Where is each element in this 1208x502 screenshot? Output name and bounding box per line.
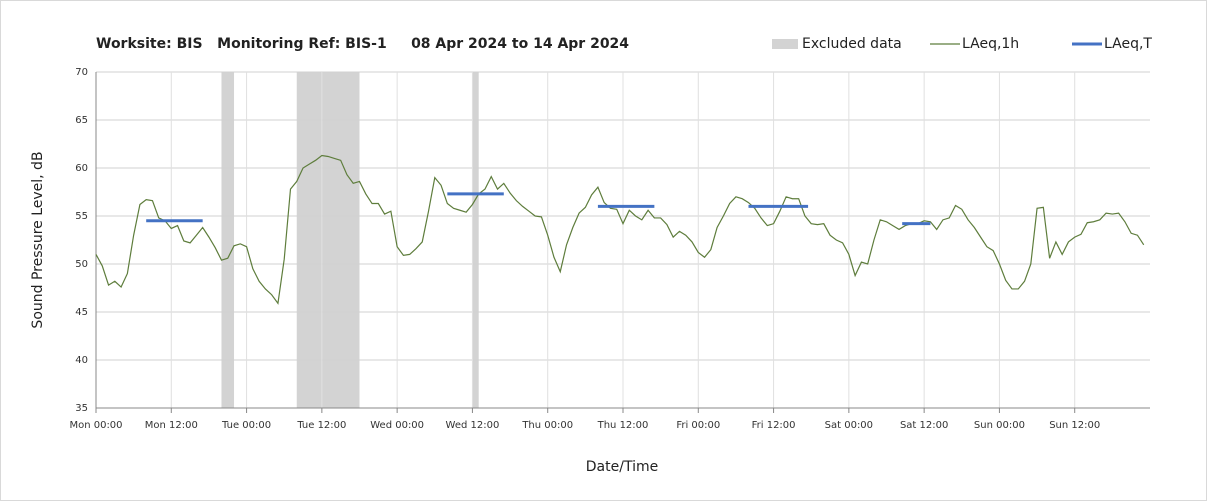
x-tick-label: Fri 12:00 — [752, 420, 796, 431]
chart-title: Worksite: BIS Monitoring Ref: BIS-1 08 A… — [96, 36, 629, 52]
x-tick-label: Mon 12:00 — [145, 420, 198, 431]
y-tick-label: 55 — [75, 211, 88, 222]
excluded-band — [221, 72, 235, 408]
legend-label: LAeq,T — [1104, 36, 1152, 52]
x-tick-label: Fri 00:00 — [676, 420, 720, 431]
x-tick-label: Sat 12:00 — [900, 420, 948, 431]
y-tick-label: 45 — [75, 307, 88, 318]
y-tick-label: 50 — [75, 259, 88, 270]
y-axis-label: Sound Pressure Level, dB — [30, 151, 46, 328]
x-tick-label: Thu 12:00 — [597, 420, 649, 431]
y-tick-label: 35 — [75, 403, 88, 414]
legend-swatch — [772, 39, 798, 49]
series-line — [95, 154, 1145, 305]
x-tick-label: Wed 12:00 — [446, 420, 500, 431]
x-tick-label: Sun 12:00 — [1049, 420, 1100, 431]
legend-label: Excluded data — [802, 36, 902, 52]
legend-label: LAeq,1h — [962, 36, 1019, 52]
excluded-band — [296, 72, 360, 408]
x-tick-label: Tue 00:00 — [221, 420, 271, 431]
y-tick-label: 40 — [75, 355, 88, 366]
x-axis-label: Date/Time — [586, 459, 658, 475]
x-tick-label: Thu 00:00 — [521, 420, 573, 431]
y-tick-label: 65 — [75, 115, 88, 126]
x-tick-label: Mon 00:00 — [69, 420, 122, 431]
x-tick-label: Sat 00:00 — [825, 420, 873, 431]
x-tick-label: Sun 00:00 — [974, 420, 1025, 431]
x-tick-label: Tue 12:00 — [296, 420, 346, 431]
y-tick-label: 70 — [75, 67, 88, 78]
x-tick-label: Wed 00:00 — [370, 420, 424, 431]
y-tick-label: 60 — [75, 163, 88, 174]
excluded-band — [472, 72, 479, 408]
